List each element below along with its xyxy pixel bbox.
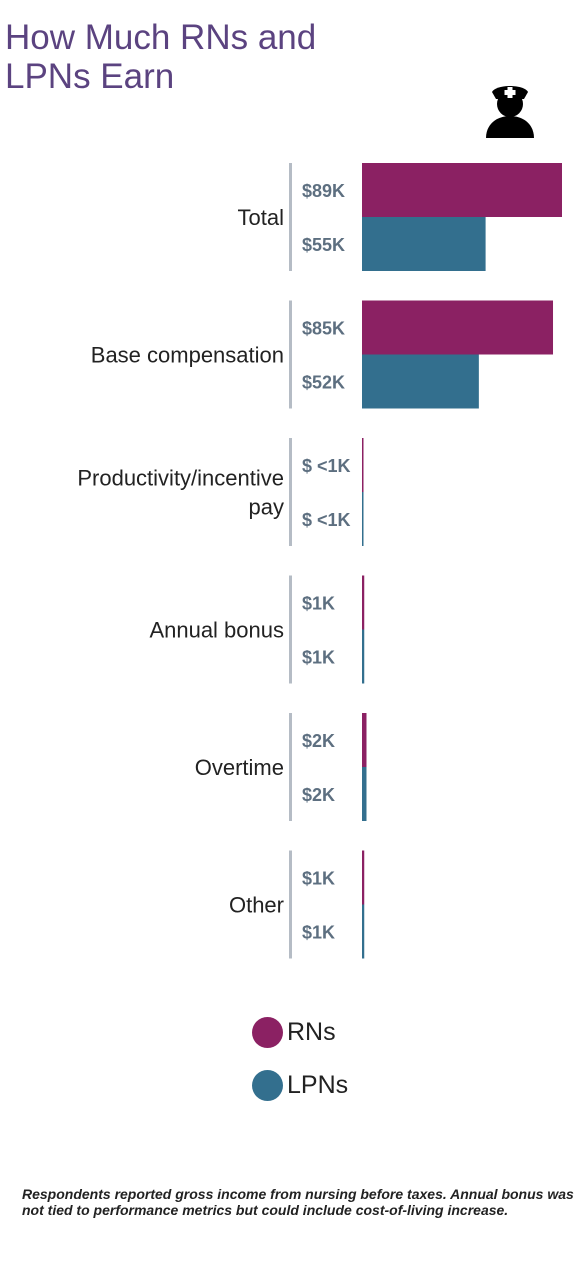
group-separator <box>289 575 292 684</box>
group-separator <box>289 163 292 271</box>
bar-rns <box>362 163 562 217</box>
value-label: $89K <box>302 181 345 201</box>
category-label: Overtime <box>195 755 284 780</box>
nurse-icon <box>486 86 534 138</box>
value-label: $ <1K <box>302 456 351 476</box>
title-line-2: LPNs Earn <box>5 57 175 96</box>
bar-lpns <box>362 767 367 821</box>
value-label: $2K <box>302 731 335 751</box>
legend-label-rns: RNs <box>287 1017 336 1046</box>
value-label: $1K <box>302 869 335 889</box>
category-label-line: Annual bonus <box>149 618 284 643</box>
bar-lpns <box>362 629 365 684</box>
title-line-1: How Much RNs and <box>5 18 317 57</box>
chart-title: How Much RNs and LPNs Earn <box>5 18 365 96</box>
value-label: $1K <box>302 594 335 614</box>
value-label: $1K <box>302 923 335 943</box>
category-label-line: pay <box>249 495 284 520</box>
category-label-line: Productivity/incentive <box>77 466 284 491</box>
group-separator <box>289 300 292 409</box>
bar-rns <box>362 300 554 355</box>
legend: RNs LPNs <box>252 1014 348 1120</box>
value-label: $ <1K <box>302 510 351 530</box>
group-separator <box>289 713 292 821</box>
category-label-line: Overtime <box>195 755 284 780</box>
bar-rns <box>362 713 367 767</box>
bar-lpns <box>362 217 486 271</box>
bar-lpns <box>362 354 479 409</box>
value-label: $52K <box>302 373 345 393</box>
category-label-line: Total <box>238 205 284 230</box>
category-label-line: Other <box>229 893 284 918</box>
category-label: Other <box>229 893 284 918</box>
category-label: Productivity/incentive pay <box>77 466 284 520</box>
bar-chart: Total $89K $55K Base compensation $85K $52K Pr… <box>77 163 562 959</box>
bar-rns <box>362 575 365 630</box>
category-label: Total <box>238 205 284 230</box>
footnote: Respondents reported gross income from n… <box>22 1186 574 1218</box>
legend-item-rns: RNs <box>252 1014 348 1050</box>
group-separator <box>289 438 292 546</box>
legend-swatch-rns <box>252 1016 283 1048</box>
legend-label-lpns: LPNs <box>287 1070 349 1099</box>
legend-item-lpns: LPNs <box>252 1067 348 1103</box>
value-label: $55K <box>302 235 345 255</box>
legend-swatch-lpns <box>252 1069 283 1101</box>
value-label: $2K <box>302 785 335 805</box>
category-label-line: Base compensation <box>91 343 284 368</box>
bar-rns <box>362 850 365 905</box>
value-label: $1K <box>302 648 335 668</box>
group-separator <box>289 850 292 959</box>
value-label: $85K <box>302 319 345 339</box>
category-label: Annual bonus <box>149 618 284 643</box>
bar-rns <box>362 438 364 492</box>
bar-lpns <box>362 492 364 546</box>
bar-lpns <box>362 904 365 959</box>
category-label: Base compensation <box>91 343 284 368</box>
